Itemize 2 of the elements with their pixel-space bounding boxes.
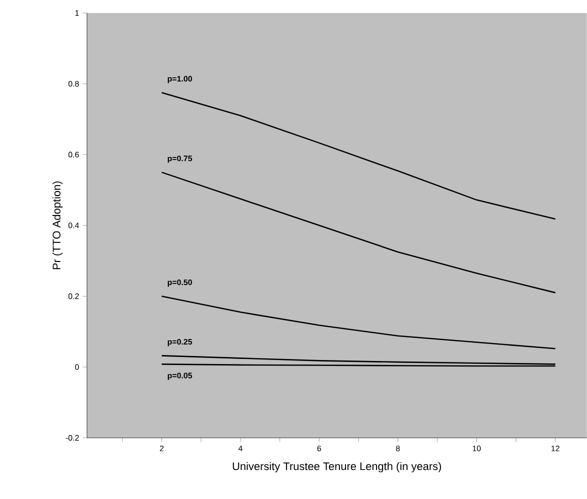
x-axis-title: University Trustee Tenure Length (in years)	[232, 462, 442, 472]
y-axis-title: Pr (TTO Adoption)	[52, 182, 63, 270]
